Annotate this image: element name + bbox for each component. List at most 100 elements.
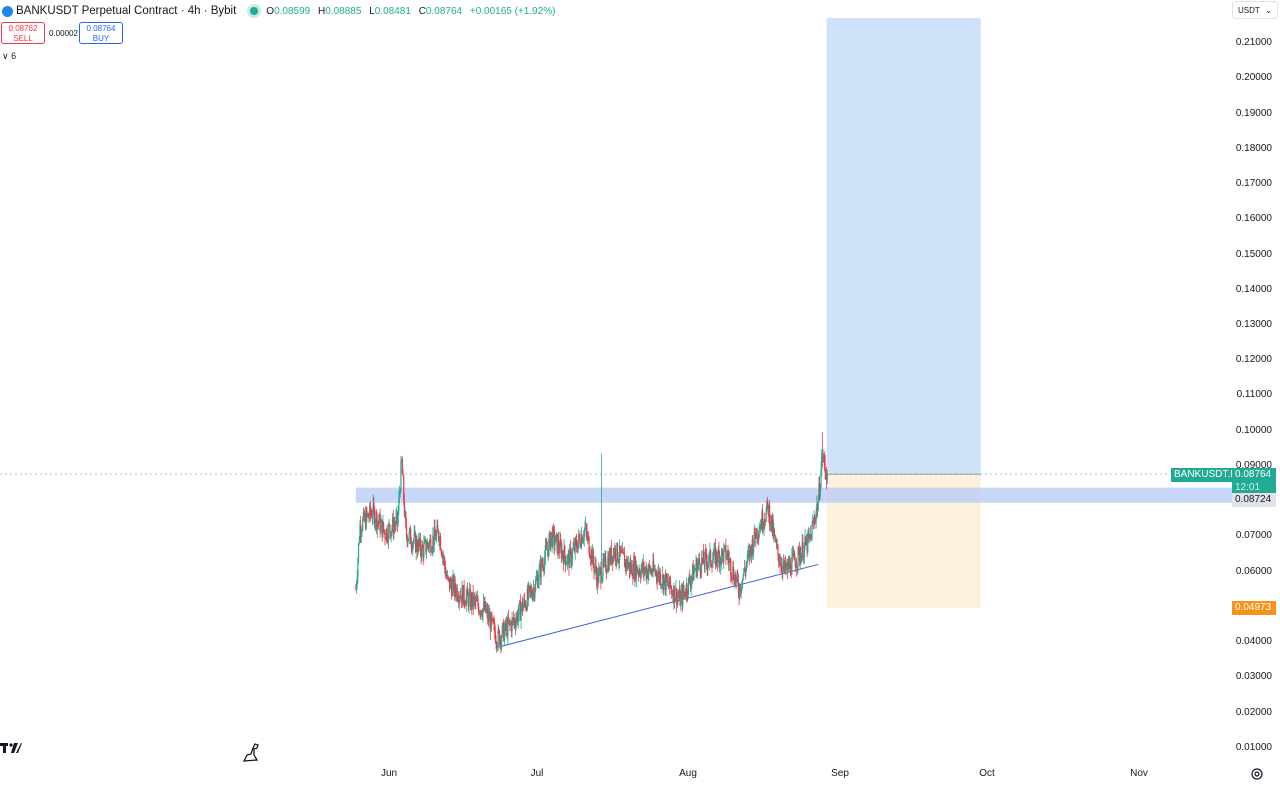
candle-body xyxy=(608,552,610,570)
candle-body xyxy=(603,557,605,563)
buy-label: BUY xyxy=(92,34,110,43)
candle-body xyxy=(398,496,400,512)
candle-body xyxy=(421,544,423,557)
sell-button[interactable]: 0.08762 SELL xyxy=(1,22,45,44)
candle-body xyxy=(643,562,645,573)
candle-body xyxy=(370,514,372,515)
candle-body xyxy=(522,605,524,612)
candle-body xyxy=(472,592,474,607)
candle-body xyxy=(761,511,763,529)
candle-body xyxy=(683,591,685,594)
candle-body xyxy=(614,548,617,561)
candle-body xyxy=(548,538,550,556)
candle-body xyxy=(684,591,686,596)
indicators-toggle[interactable]: ∨ 6 xyxy=(2,51,16,62)
replay-dino-icon[interactable] xyxy=(242,742,260,767)
symbol-logo-icon xyxy=(2,5,13,17)
candle-body xyxy=(817,500,819,511)
candle-body xyxy=(735,575,737,583)
candle-body xyxy=(787,562,789,571)
candle-body xyxy=(787,561,789,571)
candle-body xyxy=(774,534,776,542)
candle-body xyxy=(410,528,412,544)
tv-logo-mark xyxy=(0,743,22,753)
candle-body xyxy=(666,580,669,582)
candle-body xyxy=(659,574,661,581)
candle-body xyxy=(565,563,567,566)
candle-body xyxy=(436,525,438,533)
candle-body xyxy=(416,539,418,550)
candle-body xyxy=(789,560,791,569)
candle-body xyxy=(796,565,798,568)
candle-body xyxy=(413,533,415,541)
candle-body xyxy=(693,570,695,581)
candle-body xyxy=(648,564,650,573)
candle-body xyxy=(429,538,431,542)
candle-body xyxy=(642,562,644,571)
candle-body xyxy=(578,534,580,538)
candle-body xyxy=(594,564,596,568)
candle-body xyxy=(669,576,671,588)
candle-body xyxy=(779,562,781,566)
price-tick: 0.02000 xyxy=(1235,707,1272,718)
candle-body xyxy=(775,540,777,542)
candle-body xyxy=(797,547,799,565)
currency-select[interactable]: USDT ⌄ xyxy=(1232,1,1278,19)
price-tick: 0.09000 xyxy=(1235,460,1272,471)
candle-body xyxy=(510,623,512,632)
candle-body xyxy=(564,546,566,557)
candle-body xyxy=(451,585,453,596)
candle-body xyxy=(562,555,565,565)
candle-body xyxy=(357,543,360,560)
candle-body xyxy=(802,541,804,560)
candle-body xyxy=(417,539,419,553)
currency-value: USDT xyxy=(1238,6,1260,15)
candle-body xyxy=(538,568,540,581)
tradingview-logo-icon[interactable] xyxy=(0,742,22,759)
symbol-title[interactable]: BANKUSDT Perpetual Contract · 4h · Bybit xyxy=(16,5,237,17)
candle-body xyxy=(493,622,495,624)
candle-body xyxy=(555,534,558,536)
candle-body xyxy=(553,528,555,531)
candle-body xyxy=(644,567,646,571)
candle-body xyxy=(448,577,451,589)
candle-body xyxy=(546,549,549,551)
candle-body xyxy=(486,608,488,611)
chart-settings-icon[interactable] xyxy=(1250,767,1264,786)
candle-body xyxy=(596,573,598,587)
candle-body xyxy=(664,575,667,591)
candle-body xyxy=(750,545,752,549)
candle-body xyxy=(449,579,451,589)
candle-body xyxy=(633,560,635,579)
candle-body xyxy=(444,557,446,567)
candle-body xyxy=(677,596,679,598)
candle-body xyxy=(423,543,425,558)
candle-body xyxy=(755,536,757,539)
candle-body xyxy=(616,543,618,562)
candle-body xyxy=(663,579,665,591)
candle-body xyxy=(782,559,785,566)
candle-body xyxy=(530,588,532,591)
candle-body xyxy=(367,513,369,518)
candle-body xyxy=(512,618,515,622)
candle-body xyxy=(447,576,449,578)
candle-body xyxy=(773,529,776,535)
candle-body xyxy=(359,524,361,542)
candle-body xyxy=(729,559,731,561)
candle-body xyxy=(530,588,533,595)
candle-body xyxy=(723,548,725,562)
candle-body xyxy=(597,572,599,583)
candle-body xyxy=(574,539,576,552)
candle-body xyxy=(516,613,519,622)
candle-body xyxy=(475,598,477,603)
candle-body xyxy=(800,553,803,563)
candle-body xyxy=(456,587,458,599)
candle-body xyxy=(667,580,669,586)
candle-body xyxy=(509,620,511,624)
candle-body xyxy=(491,618,494,620)
candle-body xyxy=(516,613,518,620)
candle-body xyxy=(438,538,440,543)
buy-button[interactable]: 0.08764 BUY xyxy=(79,22,123,44)
candle-body xyxy=(473,597,475,607)
